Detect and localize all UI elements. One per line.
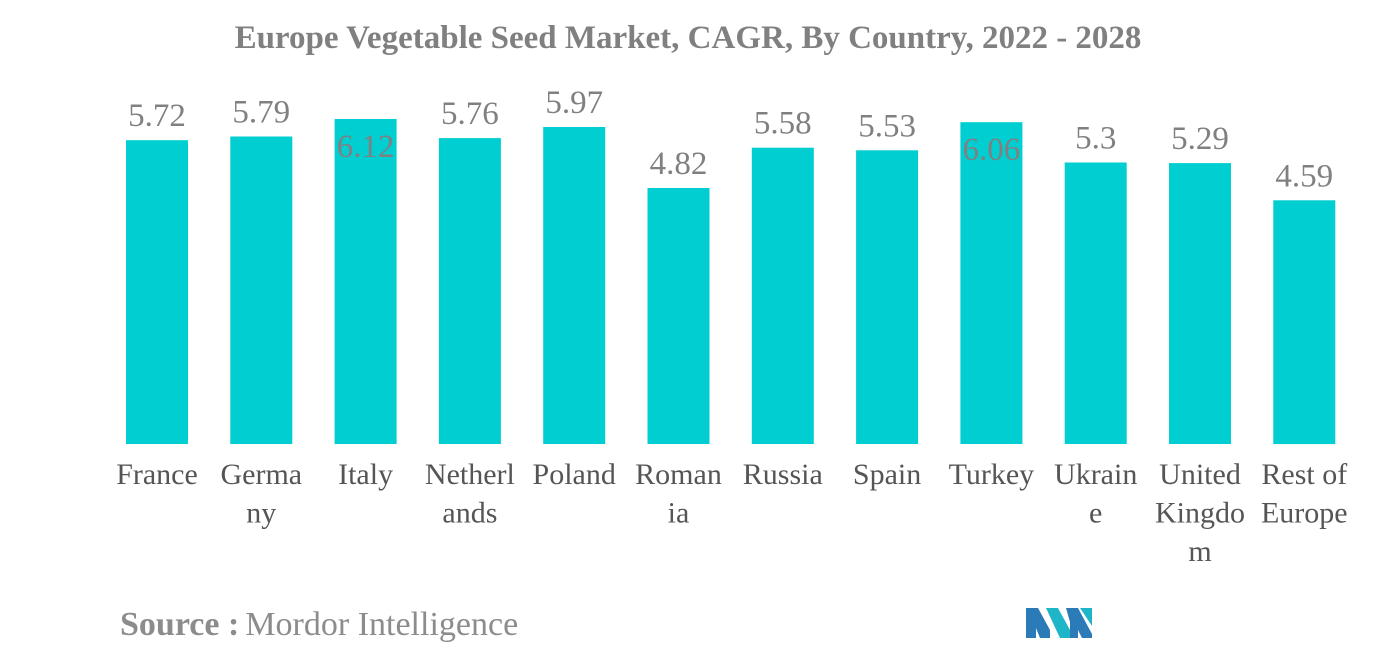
- value-label: 5.97: [545, 85, 603, 121]
- bar-netherlands: [438, 138, 501, 444]
- bars-layer: [126, 119, 1336, 445]
- value-labels-layer: 5.72 5.79 6.12 5.76 5.97 4.82 5.58 5.53 6.06 5.3 5…: [128, 85, 1333, 194]
- bar-germany: [230, 136, 293, 444]
- bar-chart: 5.72 5.79 6.12 5.76 5.97 4.82 5.58 5.53 6.06 5.3 5…: [116, 85, 1347, 568]
- bar-romania: [647, 188, 710, 444]
- bar-rest-of-europe: [1273, 200, 1336, 445]
- chart-title: Europe Vegetable Seed Market, CAGR, By C…: [234, 20, 1142, 56]
- category-label: Rest of: [1261, 458, 1347, 491]
- value-label: 4.59: [1275, 158, 1333, 194]
- value-label: 5.29: [1171, 121, 1229, 157]
- bar-ukraine: [1064, 162, 1127, 444]
- category-label: m: [1188, 535, 1211, 568]
- category-label: ands: [442, 497, 497, 530]
- category-label: Poland: [533, 458, 616, 491]
- category-label: France: [116, 458, 198, 491]
- bar-poland: [543, 127, 606, 444]
- value-label: 5.58: [754, 106, 812, 142]
- category-label: Russia: [743, 458, 823, 491]
- value-label: 4.82: [650, 146, 708, 182]
- category-label: ny: [246, 497, 276, 530]
- bar-france: [126, 140, 188, 444]
- category-label: Netherl: [425, 458, 515, 491]
- value-label: 5.76: [441, 96, 499, 132]
- bar-italy: [334, 119, 397, 444]
- bar-turkey: [960, 122, 1023, 444]
- bar-spain: [856, 150, 919, 445]
- value-label: 5.72: [128, 98, 186, 134]
- source-note: Source : Mordor Intelligence: [120, 606, 518, 644]
- value-label: 5.3: [1075, 121, 1116, 157]
- category-label: Spain: [853, 458, 921, 491]
- category-label: Turkey: [949, 458, 1035, 491]
- category-label: Kingdo: [1155, 497, 1245, 530]
- category-label: United: [1159, 458, 1241, 491]
- bar-russia: [751, 147, 814, 444]
- category-label: Italy: [338, 458, 393, 491]
- category-label: Europe: [1261, 497, 1348, 530]
- mordor-intelligence-logo-icon: [1026, 608, 1092, 638]
- category-label: ia: [668, 497, 690, 530]
- source-value: Mordor Intelligence: [245, 606, 519, 643]
- category-label: e: [1089, 497, 1102, 530]
- bar-united-kingdom: [1169, 163, 1231, 444]
- category-label: Roman: [635, 458, 722, 491]
- value-label: 5.79: [232, 95, 290, 131]
- value-label: 6.12: [337, 129, 395, 165]
- source-label: Source :: [120, 606, 240, 643]
- category-label: Ukrain: [1054, 458, 1137, 491]
- value-label: 6.06: [963, 132, 1021, 168]
- category-labels-layer: France Germa ny Italy Netherl ands Poland Roman…: [116, 458, 1347, 568]
- value-label: 5.53: [858, 108, 916, 144]
- category-label: Germa: [220, 458, 302, 491]
